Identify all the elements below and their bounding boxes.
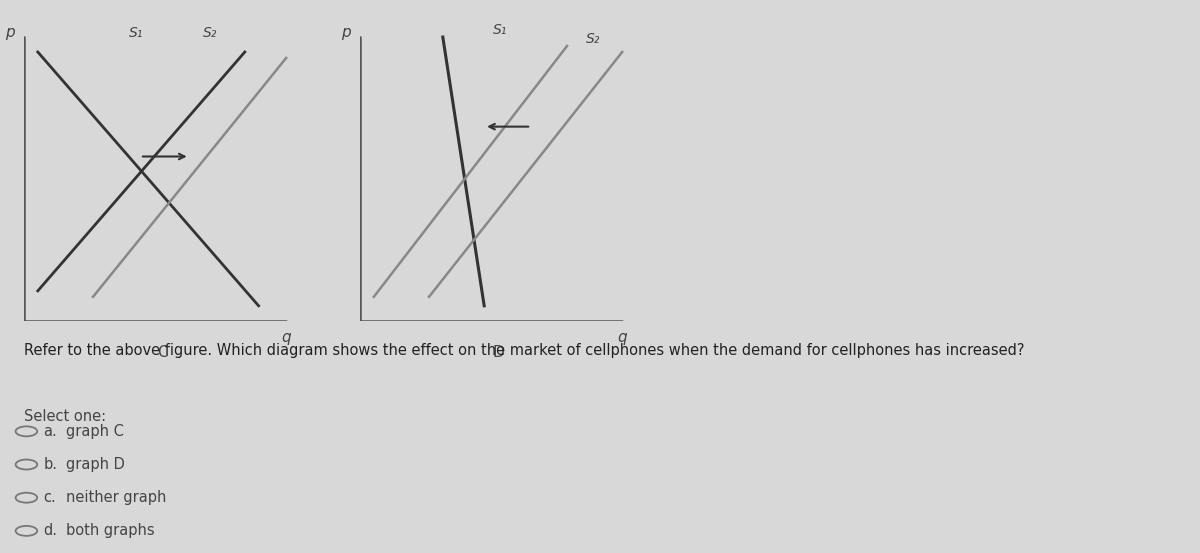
Text: neither graph: neither graph xyxy=(66,490,167,505)
Text: d.: d. xyxy=(43,523,58,539)
Text: S₁: S₁ xyxy=(492,23,506,37)
Text: Select one:: Select one: xyxy=(24,409,106,424)
Text: q: q xyxy=(617,330,628,345)
Text: p: p xyxy=(5,25,16,40)
Text: Refer to the above figure. Which diagram shows the effect on the market of cellp: Refer to the above figure. Which diagram… xyxy=(24,343,1025,358)
Text: C: C xyxy=(157,345,167,359)
Text: a.: a. xyxy=(43,424,56,439)
Text: D: D xyxy=(492,345,504,359)
Text: both graphs: both graphs xyxy=(66,523,155,539)
Text: S₂: S₂ xyxy=(587,32,601,46)
Text: q: q xyxy=(281,330,292,345)
Text: p: p xyxy=(341,25,352,40)
Text: S₁: S₁ xyxy=(128,26,143,40)
Text: b.: b. xyxy=(43,457,58,472)
Text: S₂: S₂ xyxy=(204,26,217,40)
Text: graph D: graph D xyxy=(66,457,125,472)
Text: graph C: graph C xyxy=(66,424,124,439)
Text: c.: c. xyxy=(43,490,56,505)
